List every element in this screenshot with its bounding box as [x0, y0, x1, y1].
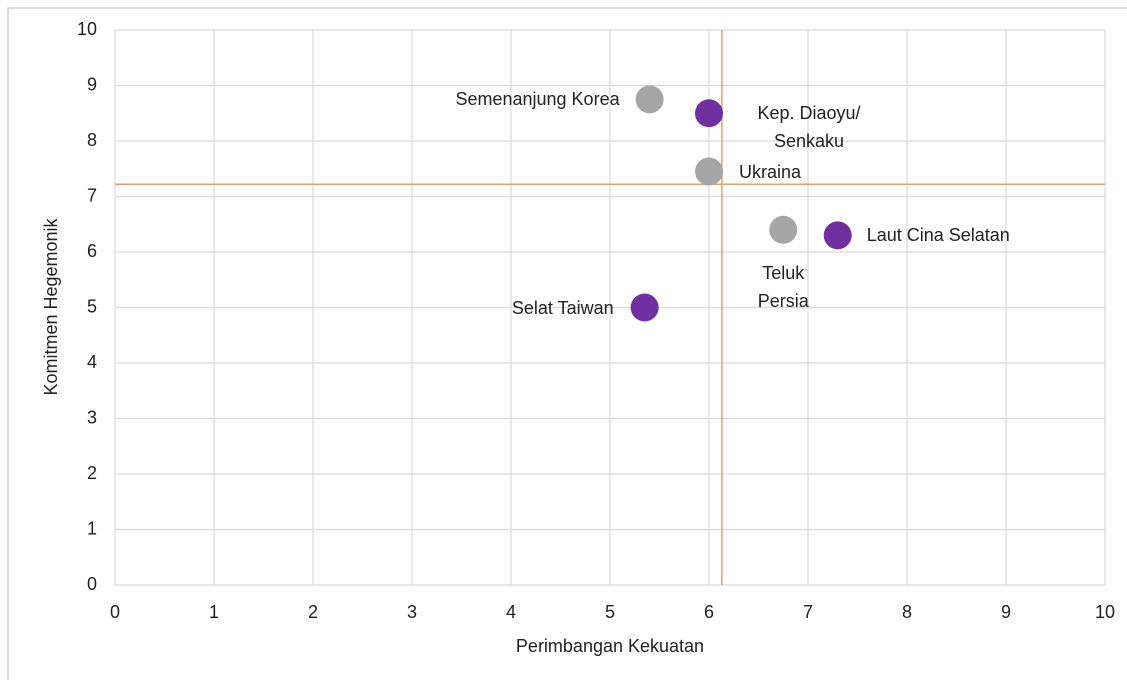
y-tick-label: 3 [87, 407, 97, 427]
x-tick-label: 2 [308, 602, 318, 622]
point-label: Laut Cina Selatan [866, 225, 1010, 246]
y-tick-label: 5 [87, 296, 97, 316]
x-axis-label: Perimbangan Kekuatan [516, 636, 704, 656]
x-tick-label: 1 [209, 602, 219, 622]
point [823, 221, 852, 250]
point-label: Selat Taiwan [511, 297, 614, 318]
frame [7, 7, 1127, 680]
x-tick-label: 4 [506, 602, 516, 622]
x-tick-label: 8 [902, 602, 912, 622]
x-tick-label: 9 [1001, 602, 1011, 622]
y-axis-label: Komitmen Hegemonik [41, 217, 61, 395]
point-label: Ukraina [739, 161, 802, 182]
x-tick-label: 5 [605, 602, 615, 622]
x-tick-label: 3 [407, 602, 417, 622]
y-tick-label: 10 [77, 19, 97, 39]
y-tick-label: 0 [87, 574, 97, 594]
x-tick-label: 10 [1095, 602, 1115, 622]
point [630, 293, 659, 322]
x-tick-label: 6 [704, 602, 714, 622]
x-tick-label: 7 [803, 602, 813, 622]
point [769, 215, 798, 244]
x-tick-label: 0 [110, 602, 120, 622]
point [695, 99, 723, 128]
y-tick-label: 7 [87, 185, 97, 205]
point [635, 85, 664, 114]
y-tick-label: 4 [87, 352, 97, 372]
y-tick-label: 8 [87, 130, 97, 150]
point [695, 157, 723, 186]
y-tick-label: 9 [87, 74, 97, 94]
y-tick-label: 1 [87, 518, 97, 538]
y-tick-label: 2 [87, 463, 97, 483]
point-label: Semenanjung Korea [455, 89, 620, 110]
point-label: Kep. Diaoyu/ Senkaku [757, 103, 861, 152]
point-label: Teluk Persia [757, 262, 809, 311]
y-tick-label: 6 [87, 241, 97, 261]
